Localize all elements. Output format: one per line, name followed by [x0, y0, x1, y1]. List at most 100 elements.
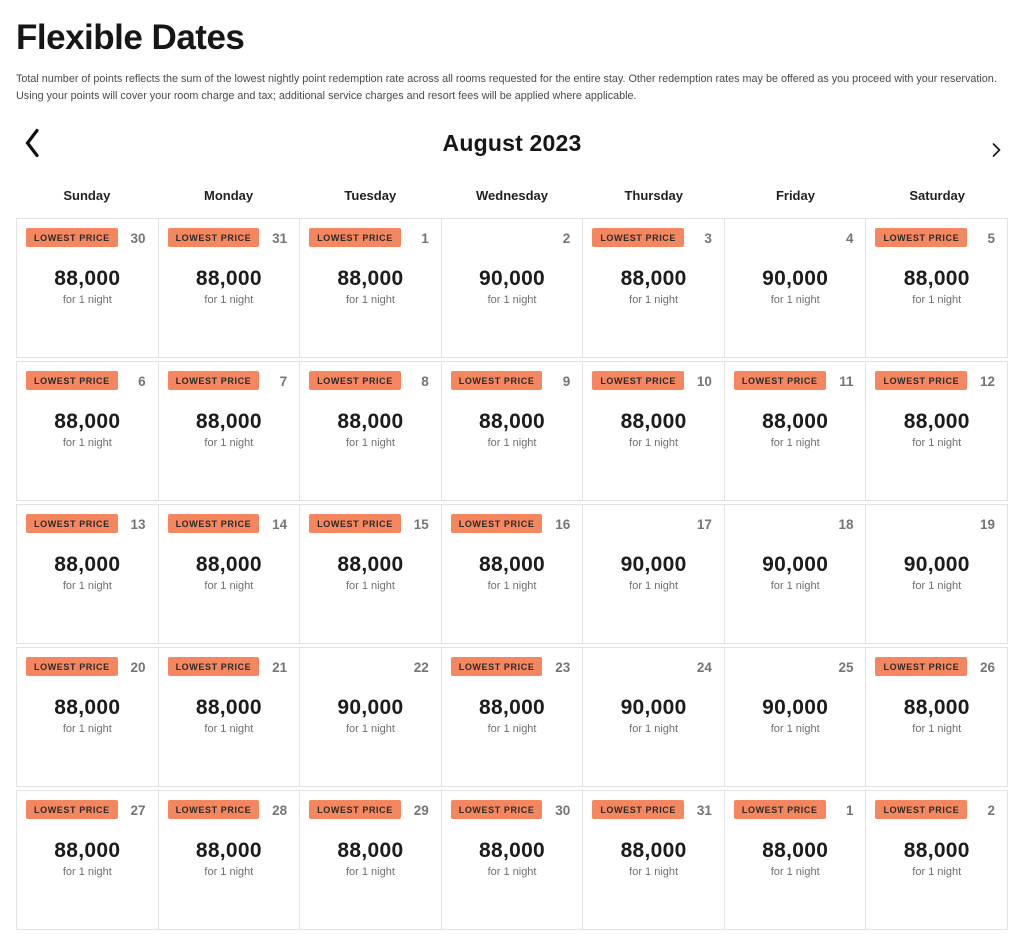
- points-unit-label: for 1 night: [345, 866, 395, 879]
- cell-header: LOWEST PRICE19: [875, 514, 998, 536]
- cell-header: LOWEST PRICE 28: [167, 800, 291, 822]
- cell-header: LOWEST PRICE25: [734, 657, 857, 679]
- points-unit-label: for 1 night: [345, 723, 395, 736]
- week-row-2: LOWEST PRICE 6 88,000 for 1 night LOWEST PRI…: [16, 361, 1009, 502]
- points-value: 88,000: [479, 553, 546, 577]
- day-cell[interactable]: LOWEST PRICE4 90,000 for 1 night: [723, 218, 867, 359]
- points-value: 88,000: [195, 267, 262, 291]
- points-value: 90,000: [762, 267, 829, 291]
- day-cell[interactable]: LOWEST PRICE25 90,000 for 1 night: [723, 647, 867, 788]
- day-number: 12: [980, 374, 996, 390]
- points-unit-label: for 1 night: [345, 437, 395, 450]
- points-value: 88,000: [54, 696, 121, 720]
- day-cell[interactable]: LOWEST PRICE 26 88,000 for 1 night: [865, 647, 1009, 788]
- day-cell[interactable]: LOWEST PRICE 11 88,000 for 1 night: [723, 361, 867, 502]
- day-cell[interactable]: LOWEST PRICE 14 88,000 for 1 night: [157, 504, 301, 645]
- day-cell[interactable]: LOWEST PRICE 1 88,000 for 1 night: [723, 790, 867, 931]
- day-cell[interactable]: LOWEST PRICE 23 88,000 for 1 night: [440, 647, 584, 788]
- day-cell[interactable]: LOWEST PRICE 12 88,000 for 1 night: [865, 361, 1009, 502]
- day-number: 9: [562, 374, 571, 390]
- day-number: 24: [696, 660, 712, 676]
- chevron-left-icon: [24, 129, 40, 161]
- lowest-price-badge: LOWEST PRICE: [450, 800, 543, 820]
- day-cell[interactable]: LOWEST PRICE 1 88,000 for 1 night: [299, 218, 442, 359]
- day-cell[interactable]: LOWEST PRICE 31 88,000 for 1 night: [582, 790, 725, 931]
- lowest-price-badge: LOWEST PRICE: [26, 228, 118, 248]
- lowest-price-badge: LOWEST PRICE: [450, 657, 543, 677]
- previous-month-button[interactable]: [20, 124, 44, 162]
- day-cell[interactable]: LOWEST PRICE 3 88,000 for 1 night: [582, 218, 725, 359]
- day-cell[interactable]: LOWEST PRICE 5 88,000 for 1 night: [865, 218, 1009, 359]
- cell-header: LOWEST PRICE 9: [450, 371, 574, 393]
- day-cell[interactable]: LOWEST PRICE 10 88,000 for 1 night: [582, 361, 725, 502]
- lowest-price-badge: LOWEST PRICE: [875, 228, 968, 248]
- chevron-right-icon: [991, 143, 1002, 161]
- cell-header: LOWEST PRICE 20: [26, 657, 149, 679]
- points-unit-label: for 1 night: [204, 437, 254, 450]
- month-year-label: August 2023: [442, 130, 582, 157]
- points-value: 90,000: [620, 553, 687, 577]
- cell-header: LOWEST PRICE 16: [450, 514, 574, 536]
- cell-header: LOWEST PRICE 23: [450, 657, 574, 679]
- points-value: 88,000: [620, 267, 687, 291]
- lowest-price-badge: LOWEST PRICE: [309, 371, 401, 391]
- cell-header: LOWEST PRICE 30: [26, 228, 149, 250]
- points-value: 88,000: [337, 267, 404, 291]
- day-cell[interactable]: LOWEST PRICE 2 88,000 for 1 night: [865, 790, 1009, 931]
- day-cell[interactable]: LOWEST PRICE 31 88,000 for 1 night: [157, 218, 301, 359]
- cell-header: LOWEST PRICE 12: [875, 371, 998, 393]
- day-cell[interactable]: LOWEST PRICE 30 88,000 for 1 night: [16, 218, 159, 359]
- cell-header: LOWEST PRICE24: [592, 657, 715, 679]
- day-cell[interactable]: LOWEST PRICE 15 88,000 for 1 night: [299, 504, 442, 645]
- lowest-price-badge: LOWEST PRICE: [450, 371, 543, 391]
- day-cell[interactable]: LOWEST PRICE 29 88,000 for 1 night: [299, 790, 442, 931]
- day-cell[interactable]: LOWEST PRICE19 90,000 for 1 night: [865, 504, 1009, 645]
- cell-header: LOWEST PRICE 15: [309, 514, 432, 536]
- day-cell[interactable]: LOWEST PRICE22 90,000 for 1 night: [299, 647, 442, 788]
- points-value: 88,000: [903, 839, 970, 863]
- day-number: 27: [130, 803, 146, 819]
- next-month-button[interactable]: [987, 138, 1006, 162]
- day-cell[interactable]: LOWEST PRICE17 90,000 for 1 night: [582, 504, 725, 645]
- cell-header: LOWEST PRICE 7: [167, 371, 291, 393]
- day-cell[interactable]: LOWEST PRICE 9 88,000 for 1 night: [440, 361, 584, 502]
- weekday-label-thursday: Thursday: [624, 188, 683, 204]
- week-row-3: LOWEST PRICE 13 88,000 for 1 night LOWEST PR…: [16, 504, 1009, 645]
- day-number: 28: [272, 803, 288, 819]
- points-unit-label: for 1 night: [912, 866, 962, 879]
- points-value: 88,000: [903, 267, 970, 291]
- day-cell[interactable]: LOWEST PRICE 21 88,000 for 1 night: [157, 647, 301, 788]
- points-unit-label: for 1 night: [204, 723, 254, 736]
- day-cell[interactable]: LOWEST PRICE 7 88,000 for 1 night: [157, 361, 301, 502]
- cell-header: LOWEST PRICE 6: [26, 371, 149, 393]
- day-cell[interactable]: LOWEST PRICE24 90,000 for 1 night: [582, 647, 725, 788]
- day-number: 30: [130, 231, 146, 247]
- points-value: 88,000: [54, 267, 121, 291]
- lowest-price-badge: LOWEST PRICE: [167, 228, 260, 248]
- day-cell[interactable]: LOWEST PRICE 30 88,000 for 1 night: [440, 790, 584, 931]
- day-cell[interactable]: LOWEST PRICE 8 88,000 for 1 night: [299, 361, 442, 502]
- points-unit-label: for 1 night: [912, 294, 962, 307]
- points-unit-label: for 1 night: [62, 723, 112, 736]
- cell-header: LOWEST PRICE 8: [309, 371, 432, 393]
- day-cell[interactable]: LOWEST PRICE 13 88,000 for 1 night: [16, 504, 159, 645]
- points-unit-label: for 1 night: [770, 723, 820, 736]
- calendar-navigation: August 2023: [16, 122, 1008, 166]
- day-cell[interactable]: LOWEST PRICE 27 88,000 for 1 night: [16, 790, 159, 931]
- points-unit-label: for 1 night: [62, 580, 112, 593]
- day-number: 23: [555, 660, 571, 676]
- cell-header: LOWEST PRICE 21: [167, 657, 291, 679]
- weekday-label-sunday: Sunday: [63, 188, 111, 204]
- day-cell[interactable]: LOWEST PRICE 6 88,000 for 1 night: [16, 361, 159, 502]
- points-value: 88,000: [903, 410, 970, 434]
- lowest-price-badge: LOWEST PRICE: [309, 514, 401, 534]
- points-unit-label: for 1 night: [487, 866, 537, 879]
- day-cell[interactable]: LOWEST PRICE 28 88,000 for 1 night: [157, 790, 301, 931]
- day-cell[interactable]: LOWEST PRICE 20 88,000 for 1 night: [16, 647, 159, 788]
- points-unit-label: for 1 night: [204, 580, 254, 593]
- lowest-price-badge: LOWEST PRICE: [26, 800, 118, 820]
- day-cell[interactable]: LOWEST PRICE 16 88,000 for 1 night: [440, 504, 584, 645]
